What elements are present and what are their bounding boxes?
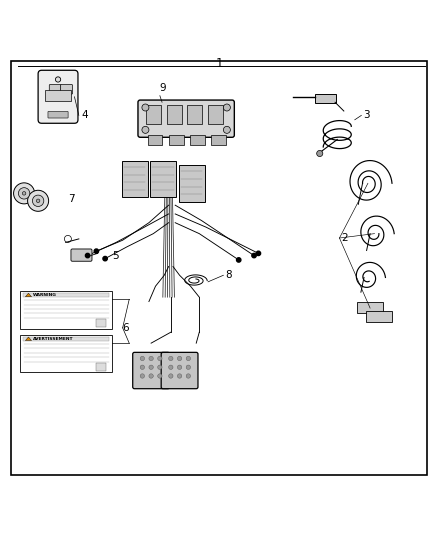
Circle shape bbox=[158, 365, 162, 369]
Circle shape bbox=[317, 150, 323, 157]
FancyBboxPatch shape bbox=[11, 61, 427, 474]
Circle shape bbox=[186, 365, 191, 369]
Circle shape bbox=[14, 183, 35, 204]
Circle shape bbox=[28, 190, 49, 211]
FancyBboxPatch shape bbox=[357, 302, 383, 313]
Circle shape bbox=[103, 256, 107, 261]
FancyBboxPatch shape bbox=[60, 85, 73, 94]
FancyBboxPatch shape bbox=[38, 70, 78, 123]
FancyBboxPatch shape bbox=[23, 293, 109, 297]
Circle shape bbox=[158, 356, 162, 361]
Text: 6: 6 bbox=[123, 323, 129, 333]
Circle shape bbox=[186, 356, 191, 361]
Text: 3: 3 bbox=[364, 110, 370, 120]
FancyBboxPatch shape bbox=[138, 100, 234, 138]
Circle shape bbox=[223, 126, 230, 133]
Circle shape bbox=[252, 253, 256, 258]
Circle shape bbox=[186, 374, 191, 378]
Circle shape bbox=[177, 374, 182, 378]
FancyBboxPatch shape bbox=[190, 135, 205, 145]
Circle shape bbox=[55, 77, 60, 82]
Circle shape bbox=[142, 126, 149, 133]
Circle shape bbox=[32, 195, 44, 206]
Circle shape bbox=[36, 199, 40, 203]
Circle shape bbox=[94, 249, 99, 253]
FancyBboxPatch shape bbox=[96, 319, 106, 327]
FancyBboxPatch shape bbox=[315, 94, 336, 103]
Circle shape bbox=[149, 356, 153, 361]
Circle shape bbox=[237, 258, 241, 262]
Text: WARNING: WARNING bbox=[33, 293, 57, 297]
Circle shape bbox=[169, 356, 173, 361]
Circle shape bbox=[142, 104, 149, 111]
Polygon shape bbox=[25, 337, 32, 341]
FancyBboxPatch shape bbox=[45, 90, 71, 101]
FancyBboxPatch shape bbox=[179, 165, 205, 201]
FancyBboxPatch shape bbox=[20, 291, 112, 329]
Circle shape bbox=[149, 365, 153, 369]
Circle shape bbox=[256, 251, 261, 255]
Text: 9: 9 bbox=[160, 84, 166, 93]
FancyBboxPatch shape bbox=[161, 352, 198, 389]
FancyBboxPatch shape bbox=[169, 135, 184, 145]
FancyBboxPatch shape bbox=[150, 160, 176, 197]
FancyBboxPatch shape bbox=[211, 135, 226, 145]
Circle shape bbox=[223, 104, 230, 111]
FancyBboxPatch shape bbox=[96, 363, 106, 371]
FancyBboxPatch shape bbox=[133, 352, 170, 389]
Circle shape bbox=[177, 356, 182, 361]
FancyBboxPatch shape bbox=[48, 111, 68, 118]
Text: 8: 8 bbox=[226, 270, 232, 280]
Circle shape bbox=[158, 374, 162, 378]
FancyBboxPatch shape bbox=[148, 135, 162, 145]
Text: AVERTISSEMENT: AVERTISSEMENT bbox=[33, 337, 73, 341]
Text: 7: 7 bbox=[68, 193, 74, 204]
Circle shape bbox=[140, 374, 145, 378]
Polygon shape bbox=[25, 293, 32, 297]
Text: 2: 2 bbox=[342, 233, 348, 243]
FancyBboxPatch shape bbox=[187, 105, 202, 124]
Circle shape bbox=[140, 365, 145, 369]
Circle shape bbox=[149, 374, 153, 378]
Circle shape bbox=[169, 374, 173, 378]
Circle shape bbox=[85, 253, 90, 258]
Circle shape bbox=[140, 356, 145, 361]
FancyBboxPatch shape bbox=[49, 85, 61, 94]
FancyBboxPatch shape bbox=[167, 105, 182, 124]
Text: 1: 1 bbox=[215, 57, 223, 70]
Text: 4: 4 bbox=[81, 110, 88, 120]
Text: 5: 5 bbox=[112, 251, 118, 261]
Circle shape bbox=[177, 365, 182, 369]
FancyBboxPatch shape bbox=[23, 336, 109, 341]
FancyBboxPatch shape bbox=[146, 105, 161, 124]
FancyBboxPatch shape bbox=[366, 311, 392, 322]
FancyBboxPatch shape bbox=[122, 160, 148, 197]
Circle shape bbox=[169, 365, 173, 369]
FancyBboxPatch shape bbox=[20, 335, 112, 373]
Circle shape bbox=[22, 191, 26, 195]
FancyBboxPatch shape bbox=[71, 249, 92, 261]
FancyBboxPatch shape bbox=[208, 105, 223, 124]
Circle shape bbox=[18, 188, 30, 199]
